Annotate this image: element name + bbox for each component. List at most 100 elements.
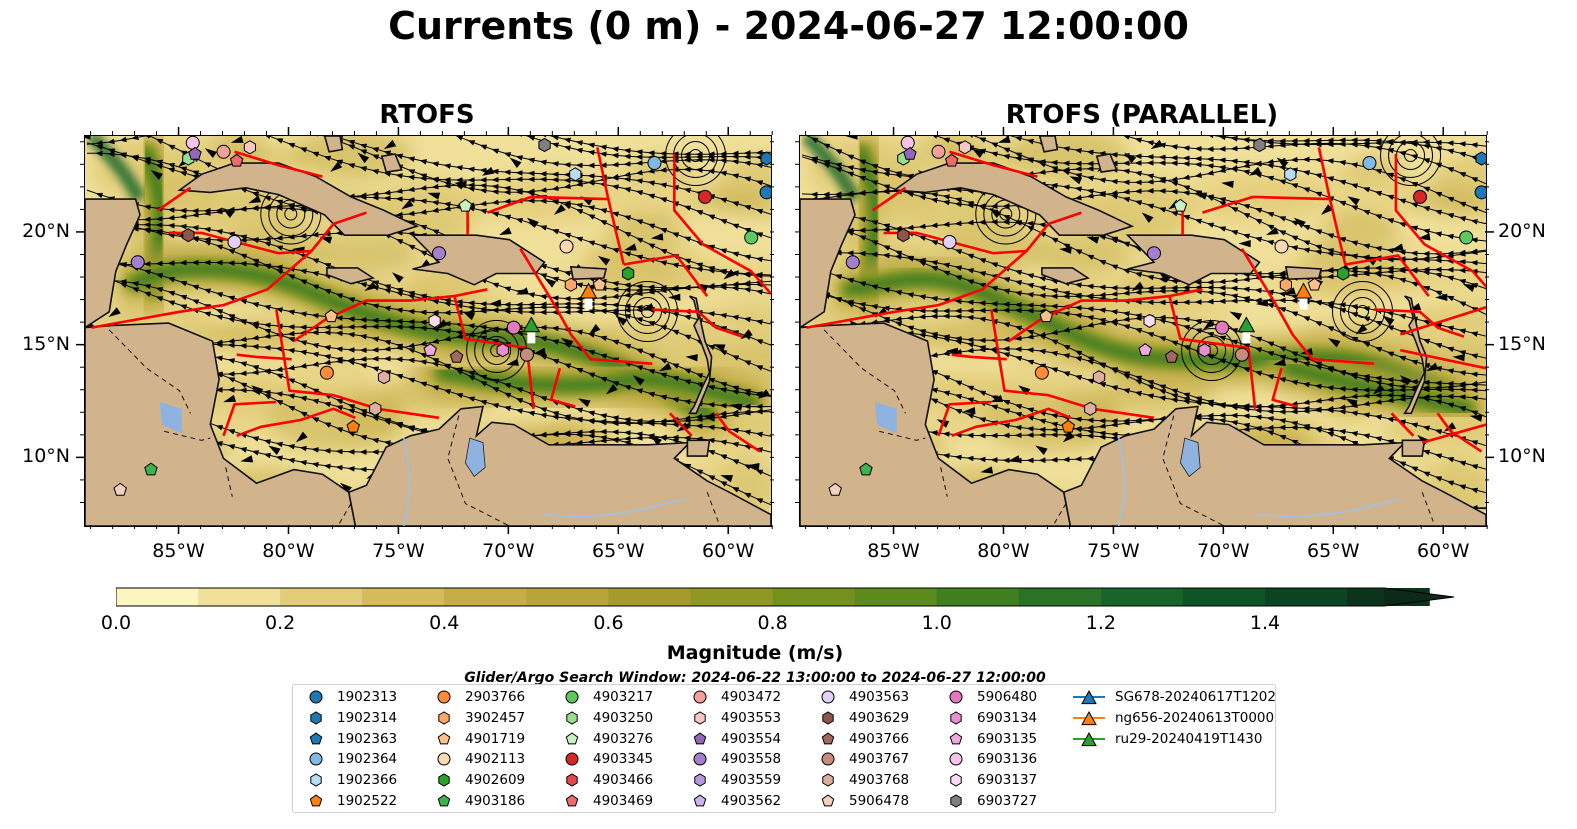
land-bahamas1 <box>323 136 344 153</box>
land-antilles <box>688 295 713 415</box>
pentagon-marker <box>437 731 451 744</box>
legend-item: 6903135 <box>945 729 1037 749</box>
land <box>85 136 771 526</box>
map-rtofs-parallel[interactable] <box>799 135 1487 527</box>
country-borders <box>823 329 1434 526</box>
legend-item: 4903466 <box>561 770 653 790</box>
float-marker <box>1092 370 1106 385</box>
legend-label: 4903469 <box>593 793 654 809</box>
legend-label: 4903766 <box>849 730 910 747</box>
legend-label: 6903136 <box>977 751 1038 768</box>
hexagon-marker-icon <box>566 711 578 725</box>
float-marker <box>1413 189 1428 204</box>
colorbar-segment <box>444 588 527 606</box>
legend-label: 5906478 <box>849 793 910 809</box>
float-marker <box>1253 137 1266 153</box>
glider-marker <box>579 282 598 299</box>
legend-label: 6903134 <box>977 709 1038 726</box>
pentagon-marker-icon <box>309 731 323 744</box>
map-rtofs[interactable] <box>84 135 772 527</box>
float-marker <box>903 146 917 160</box>
land-trinidad <box>1401 439 1426 457</box>
lon-tick-label: 80°W <box>262 540 315 562</box>
legend-item: 6903727 <box>945 791 1037 811</box>
pentagon-marker <box>949 731 963 744</box>
float-marker <box>647 156 662 171</box>
legend-label: 1902313 <box>337 689 398 705</box>
circle-marker-icon <box>565 752 579 766</box>
circle-marker-icon <box>949 752 963 766</box>
legend-label: ng656-20240613T0000 <box>1115 709 1275 726</box>
float-marker <box>944 153 959 167</box>
legend-item: 4903766 <box>817 729 909 749</box>
triangle-marker-icon <box>1073 710 1105 725</box>
legend-item: 1902364 <box>305 749 397 769</box>
legend-item: 2903766 <box>433 687 525 707</box>
colorbar-tick-label: 1.2 <box>1085 612 1116 634</box>
glider-marker <box>522 316 541 333</box>
float-marker <box>538 137 551 153</box>
pentagon-marker-icon <box>437 731 451 744</box>
pentagon-marker <box>693 731 707 744</box>
circle-marker <box>309 752 323 766</box>
float-marker <box>458 198 473 212</box>
figure-title: Currents (0 m) - 2024-06-27 12:00:00 <box>388 4 1189 48</box>
legend-label: 4903276 <box>593 730 654 747</box>
float-marker <box>130 255 145 270</box>
hexagon-marker-icon <box>438 773 450 787</box>
hexagon-marker <box>566 773 578 787</box>
circle-marker <box>949 752 963 766</box>
float-marker <box>1146 246 1161 261</box>
legend-item: 4903276 <box>561 729 653 749</box>
float-marker <box>1061 419 1075 433</box>
legend-item: 4902113 <box>433 749 525 769</box>
circle-marker <box>565 690 579 704</box>
legend-label: 4903186 <box>465 793 526 809</box>
colorbar-segment <box>690 588 774 606</box>
pentagon-marker-icon <box>821 794 835 807</box>
hexagon-marker-icon <box>950 773 962 787</box>
legend-label: 6903727 <box>977 793 1038 809</box>
colorbar-segment <box>1182 588 1266 606</box>
float-marker <box>346 419 360 433</box>
hexagon-marker-icon <box>310 773 322 787</box>
float-marker <box>569 167 582 182</box>
circle-marker-icon <box>309 690 323 704</box>
colorbar-segment <box>608 588 692 606</box>
land-hispaniola <box>410 234 546 286</box>
circle-marker-icon <box>437 752 451 766</box>
legend-item: 5906480 <box>945 687 1037 707</box>
float-marker <box>1337 266 1350 281</box>
float-marker <box>592 277 607 291</box>
legend-item: 4903629 <box>817 708 909 728</box>
float-marker <box>1274 239 1289 254</box>
legend-item: 6903137 <box>945 770 1037 790</box>
float-marker <box>897 228 910 243</box>
argo-floats <box>828 136 1486 496</box>
legend-item: 4903250 <box>561 708 653 728</box>
legend-label: 1902364 <box>337 751 398 768</box>
float-marker <box>431 246 446 261</box>
float-marker <box>506 320 521 335</box>
search-window-text: Glider/Argo Search Window: 2024-06-22 13… <box>464 670 1046 686</box>
circle-marker <box>821 690 835 704</box>
land-puertorico <box>569 265 608 281</box>
legend-item: 4903345 <box>561 749 653 769</box>
float-marker <box>958 140 971 155</box>
lon-tick-label: 75°W <box>372 540 425 562</box>
argo-floats <box>113 136 771 496</box>
inland-water <box>159 402 686 526</box>
hexagon-marker <box>438 711 450 725</box>
float-marker <box>931 144 946 159</box>
lat-tick-label: 10°N <box>1498 445 1546 468</box>
circle-marker <box>693 752 707 766</box>
hexagon-marker <box>694 711 706 725</box>
lat-tick-label: 10°N <box>22 445 70 468</box>
float-marker <box>859 462 873 476</box>
land-southamerica <box>1062 405 1486 526</box>
float-marker <box>828 482 842 496</box>
colorbar-segment <box>936 588 1020 606</box>
legend-item: 6903134 <box>945 708 1037 728</box>
lon-tick-label: 70°W <box>482 540 535 562</box>
float-marker <box>1307 277 1322 291</box>
